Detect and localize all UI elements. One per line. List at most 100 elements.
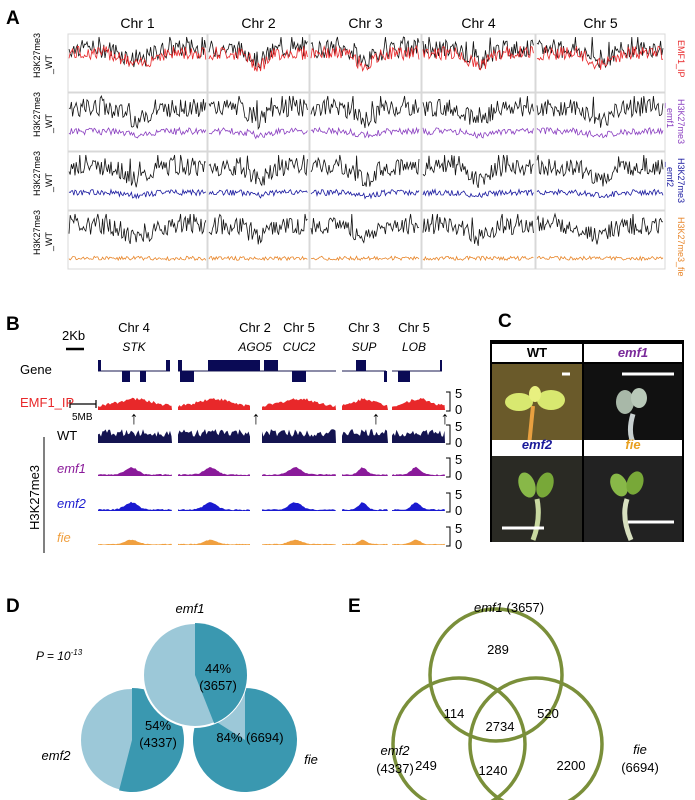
sample-trace bbox=[208, 188, 308, 199]
venn-region-count: 2200 bbox=[557, 758, 586, 773]
sample-trace bbox=[310, 44, 420, 72]
chromosome-box bbox=[535, 33, 666, 93]
coverage-profile bbox=[178, 539, 250, 545]
panel-a-label: A bbox=[6, 8, 20, 29]
panel-a-scalebar: 5MB bbox=[69, 400, 97, 423]
locus-gene: CUC2 bbox=[283, 340, 316, 354]
locus-chromosome: Chr 3 bbox=[348, 320, 380, 335]
row-left-label: H3K27me3 bbox=[32, 151, 42, 196]
chromosome-label: Chr 3 bbox=[348, 15, 382, 31]
sample-trace bbox=[310, 126, 420, 139]
row-left-label: H3K27me3 bbox=[32, 210, 42, 255]
scale-bracket bbox=[446, 492, 451, 513]
row-left-sublabel: _WT bbox=[44, 114, 54, 135]
panel-d-pies: emf2 54% (4337) fie 84% (6694) emf1 44% (3657) bbox=[42, 601, 318, 793]
locus-gene: STK bbox=[122, 340, 146, 354]
venn-region-count: 249 bbox=[415, 758, 437, 773]
photo-label-background bbox=[584, 344, 682, 362]
sample-trace bbox=[310, 255, 420, 262]
scale-min: 0 bbox=[455, 537, 462, 552]
panel-b-loci: Chr 4 STK Chr 2 AGO5 Chr 5 CUC2 Chr 3 SUP Chr 5 L… bbox=[118, 320, 430, 354]
exon bbox=[264, 360, 278, 371]
pie-name: emf1 bbox=[176, 601, 205, 616]
venn-set-label: emf1 (3657) bbox=[474, 600, 544, 615]
venn-region-count: 2734 bbox=[486, 719, 515, 734]
venn-circle bbox=[468, 676, 604, 800]
chromosome-box bbox=[309, 151, 422, 211]
chromosome-box bbox=[421, 210, 536, 270]
chromosome-label: Chr 1 bbox=[120, 15, 154, 31]
sample-trace bbox=[310, 188, 420, 200]
gene-models bbox=[98, 360, 442, 382]
scale-max: 5 bbox=[455, 419, 462, 434]
venn-set-count: (4337) bbox=[376, 761, 414, 776]
chip-track-row: H3K27me3 _WT EMF1_IP bbox=[32, 33, 686, 93]
scale-min: 0 bbox=[455, 468, 462, 483]
chromosome-box bbox=[309, 33, 422, 93]
sample-trace bbox=[68, 45, 207, 68]
wt-trace bbox=[68, 154, 206, 188]
row-left-sublabel: _WT bbox=[44, 173, 54, 194]
exon bbox=[122, 371, 130, 382]
locus-gene: LOB bbox=[402, 340, 426, 354]
photo-label-background bbox=[584, 440, 682, 456]
row-right-label: H3K27me3 bbox=[676, 99, 686, 144]
sample-trace bbox=[422, 127, 534, 139]
venn-set-count: (6694) bbox=[621, 760, 659, 775]
sample-trace bbox=[208, 255, 308, 262]
pie-percent: 44% bbox=[205, 661, 231, 676]
coverage-profile bbox=[98, 501, 172, 511]
panel-b-label: B bbox=[6, 314, 20, 335]
row-right-label: H3K27me3_fie bbox=[676, 217, 686, 277]
scale-5mb-label: 5MB bbox=[72, 412, 93, 423]
chip-track-row: H3K27me3 _WT H3K27me3_fie bbox=[32, 210, 686, 277]
chromosome-box bbox=[421, 33, 536, 93]
coverage-profile bbox=[262, 502, 336, 511]
locus-gene: AGO5 bbox=[237, 340, 272, 354]
sample-trace bbox=[536, 127, 664, 139]
coverage-profile bbox=[342, 502, 388, 511]
scale-2kb-label: 2Kb bbox=[62, 328, 85, 343]
panel-e-venn: emf1 (3657) emf2 (4337) fie (6694) 289 114 520 2… bbox=[376, 600, 659, 800]
chromosome-box bbox=[207, 151, 310, 211]
wt-trace bbox=[536, 154, 664, 187]
wt-trace bbox=[68, 213, 207, 245]
centromere-arrow: ↑ bbox=[441, 408, 450, 428]
coverage-profile bbox=[342, 467, 388, 476]
scale-min: 0 bbox=[455, 503, 462, 518]
wt-trace bbox=[208, 154, 308, 187]
sample-trace bbox=[536, 45, 664, 70]
chromosome-box bbox=[309, 210, 422, 270]
scale-min: 0 bbox=[455, 402, 462, 417]
panel-c-label: C bbox=[498, 311, 512, 332]
track-label: fie bbox=[57, 530, 71, 545]
row-left-label: H3K27me3 bbox=[32, 92, 42, 137]
chromosome-box bbox=[535, 151, 666, 211]
coverage-track: EMF1_IP 50 bbox=[20, 386, 462, 417]
coverage-profile bbox=[342, 429, 388, 443]
exon bbox=[178, 360, 182, 371]
venn-circle bbox=[428, 607, 564, 743]
coverage-profile bbox=[392, 539, 445, 545]
coverage-profile bbox=[98, 429, 172, 443]
coverage-profile bbox=[342, 539, 388, 545]
exon bbox=[440, 360, 442, 371]
scale-max: 5 bbox=[455, 386, 462, 401]
pie-percent: 54% bbox=[145, 718, 171, 733]
locus-chromosome: Chr 4 bbox=[118, 320, 150, 335]
chip-track-row: H3K27me3 _WT H3K27me3_emf2 bbox=[32, 151, 686, 211]
photo-frame bbox=[584, 456, 682, 542]
wt-trace bbox=[310, 154, 420, 187]
exon bbox=[98, 360, 101, 371]
exon bbox=[292, 371, 306, 382]
chip-track-row: H3K27me3 _WT H3K27me3_emf1 bbox=[32, 92, 686, 152]
h3k27me3-group-label: H3K27me3 bbox=[27, 465, 42, 530]
chromosome-box bbox=[67, 151, 208, 211]
track-label: WT bbox=[57, 428, 77, 443]
coverage-track: emf2 50 bbox=[57, 487, 462, 518]
panel-e-label: E bbox=[348, 596, 361, 617]
wt-trace bbox=[422, 36, 534, 70]
wt-trace bbox=[68, 94, 207, 129]
chromosome-label: Chr 2 bbox=[241, 15, 275, 31]
